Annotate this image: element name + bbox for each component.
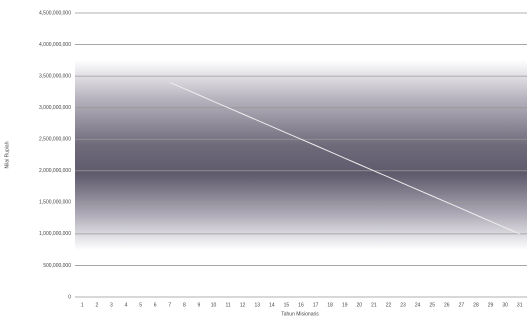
x-tick-label: 14 xyxy=(269,302,275,308)
x-tick-label: 9 xyxy=(198,302,201,308)
x-tick-label: 13 xyxy=(254,302,260,308)
x-tick-label: 11 xyxy=(225,302,230,308)
x-tick-label: 28 xyxy=(473,302,479,308)
y-tick-label: 2,500,000,000 xyxy=(39,137,71,143)
y-tick-label: 0 xyxy=(68,294,71,300)
x-tick-label: 17 xyxy=(313,302,319,308)
x-tick-label: 29 xyxy=(488,302,494,308)
x-tick-label: 19 xyxy=(342,302,348,308)
x-tick-label: 15 xyxy=(284,302,290,308)
x-tick-label: 23 xyxy=(400,302,406,308)
y-tick-label: 3,500,000,000 xyxy=(39,73,71,79)
chart: Nilai Rupiah Tahun Misionaris 0 500,000,0… xyxy=(0,0,527,318)
x-tick-label: 24 xyxy=(415,302,421,308)
y-tick-label: 1,500,000,000 xyxy=(39,200,71,206)
x-tick-label: 2 xyxy=(95,302,98,308)
x-tick-label: 1 xyxy=(81,302,84,308)
x-tick-label: 27 xyxy=(459,302,465,308)
x-tick-label: 18 xyxy=(327,302,333,308)
y-tick-label: 4,000,000,000 xyxy=(39,42,71,48)
x-tick-label: 5 xyxy=(139,302,142,308)
x-axis-label: Tahun Misionaris xyxy=(281,311,319,317)
x-tick-label: 8 xyxy=(183,302,186,308)
y-axis-label: Nilai Rupiah xyxy=(4,141,10,168)
y-tick-label: 2,000,000,000 xyxy=(39,168,71,174)
x-tick-label: 22 xyxy=(386,302,392,308)
x-tick-label: 20 xyxy=(357,302,363,308)
x-tick-label: 21 xyxy=(371,302,377,308)
x-tick-label: 10 xyxy=(211,302,217,308)
y-tick-label: 1,000,000,000 xyxy=(39,231,71,237)
y-tick-label: 4,500,000,000 xyxy=(39,10,71,16)
x-tick-label: 26 xyxy=(444,302,450,308)
x-tick-label: 12 xyxy=(240,302,246,308)
x-tick-label: 4 xyxy=(125,302,128,308)
x-tick-label: 25 xyxy=(429,302,435,308)
y-tick-label: 500,000,000 xyxy=(43,263,71,269)
y-tick-label: 3,000,000,000 xyxy=(39,105,71,111)
x-tick-label: 30 xyxy=(502,302,508,308)
plot-shading xyxy=(75,60,527,250)
x-tick-label: 3 xyxy=(110,302,113,308)
x-tick-label: 16 xyxy=(298,302,304,308)
x-tick-label: 6 xyxy=(154,302,157,308)
x-tick-label: 31 xyxy=(517,302,523,308)
x-tick-label: 7 xyxy=(168,302,171,308)
